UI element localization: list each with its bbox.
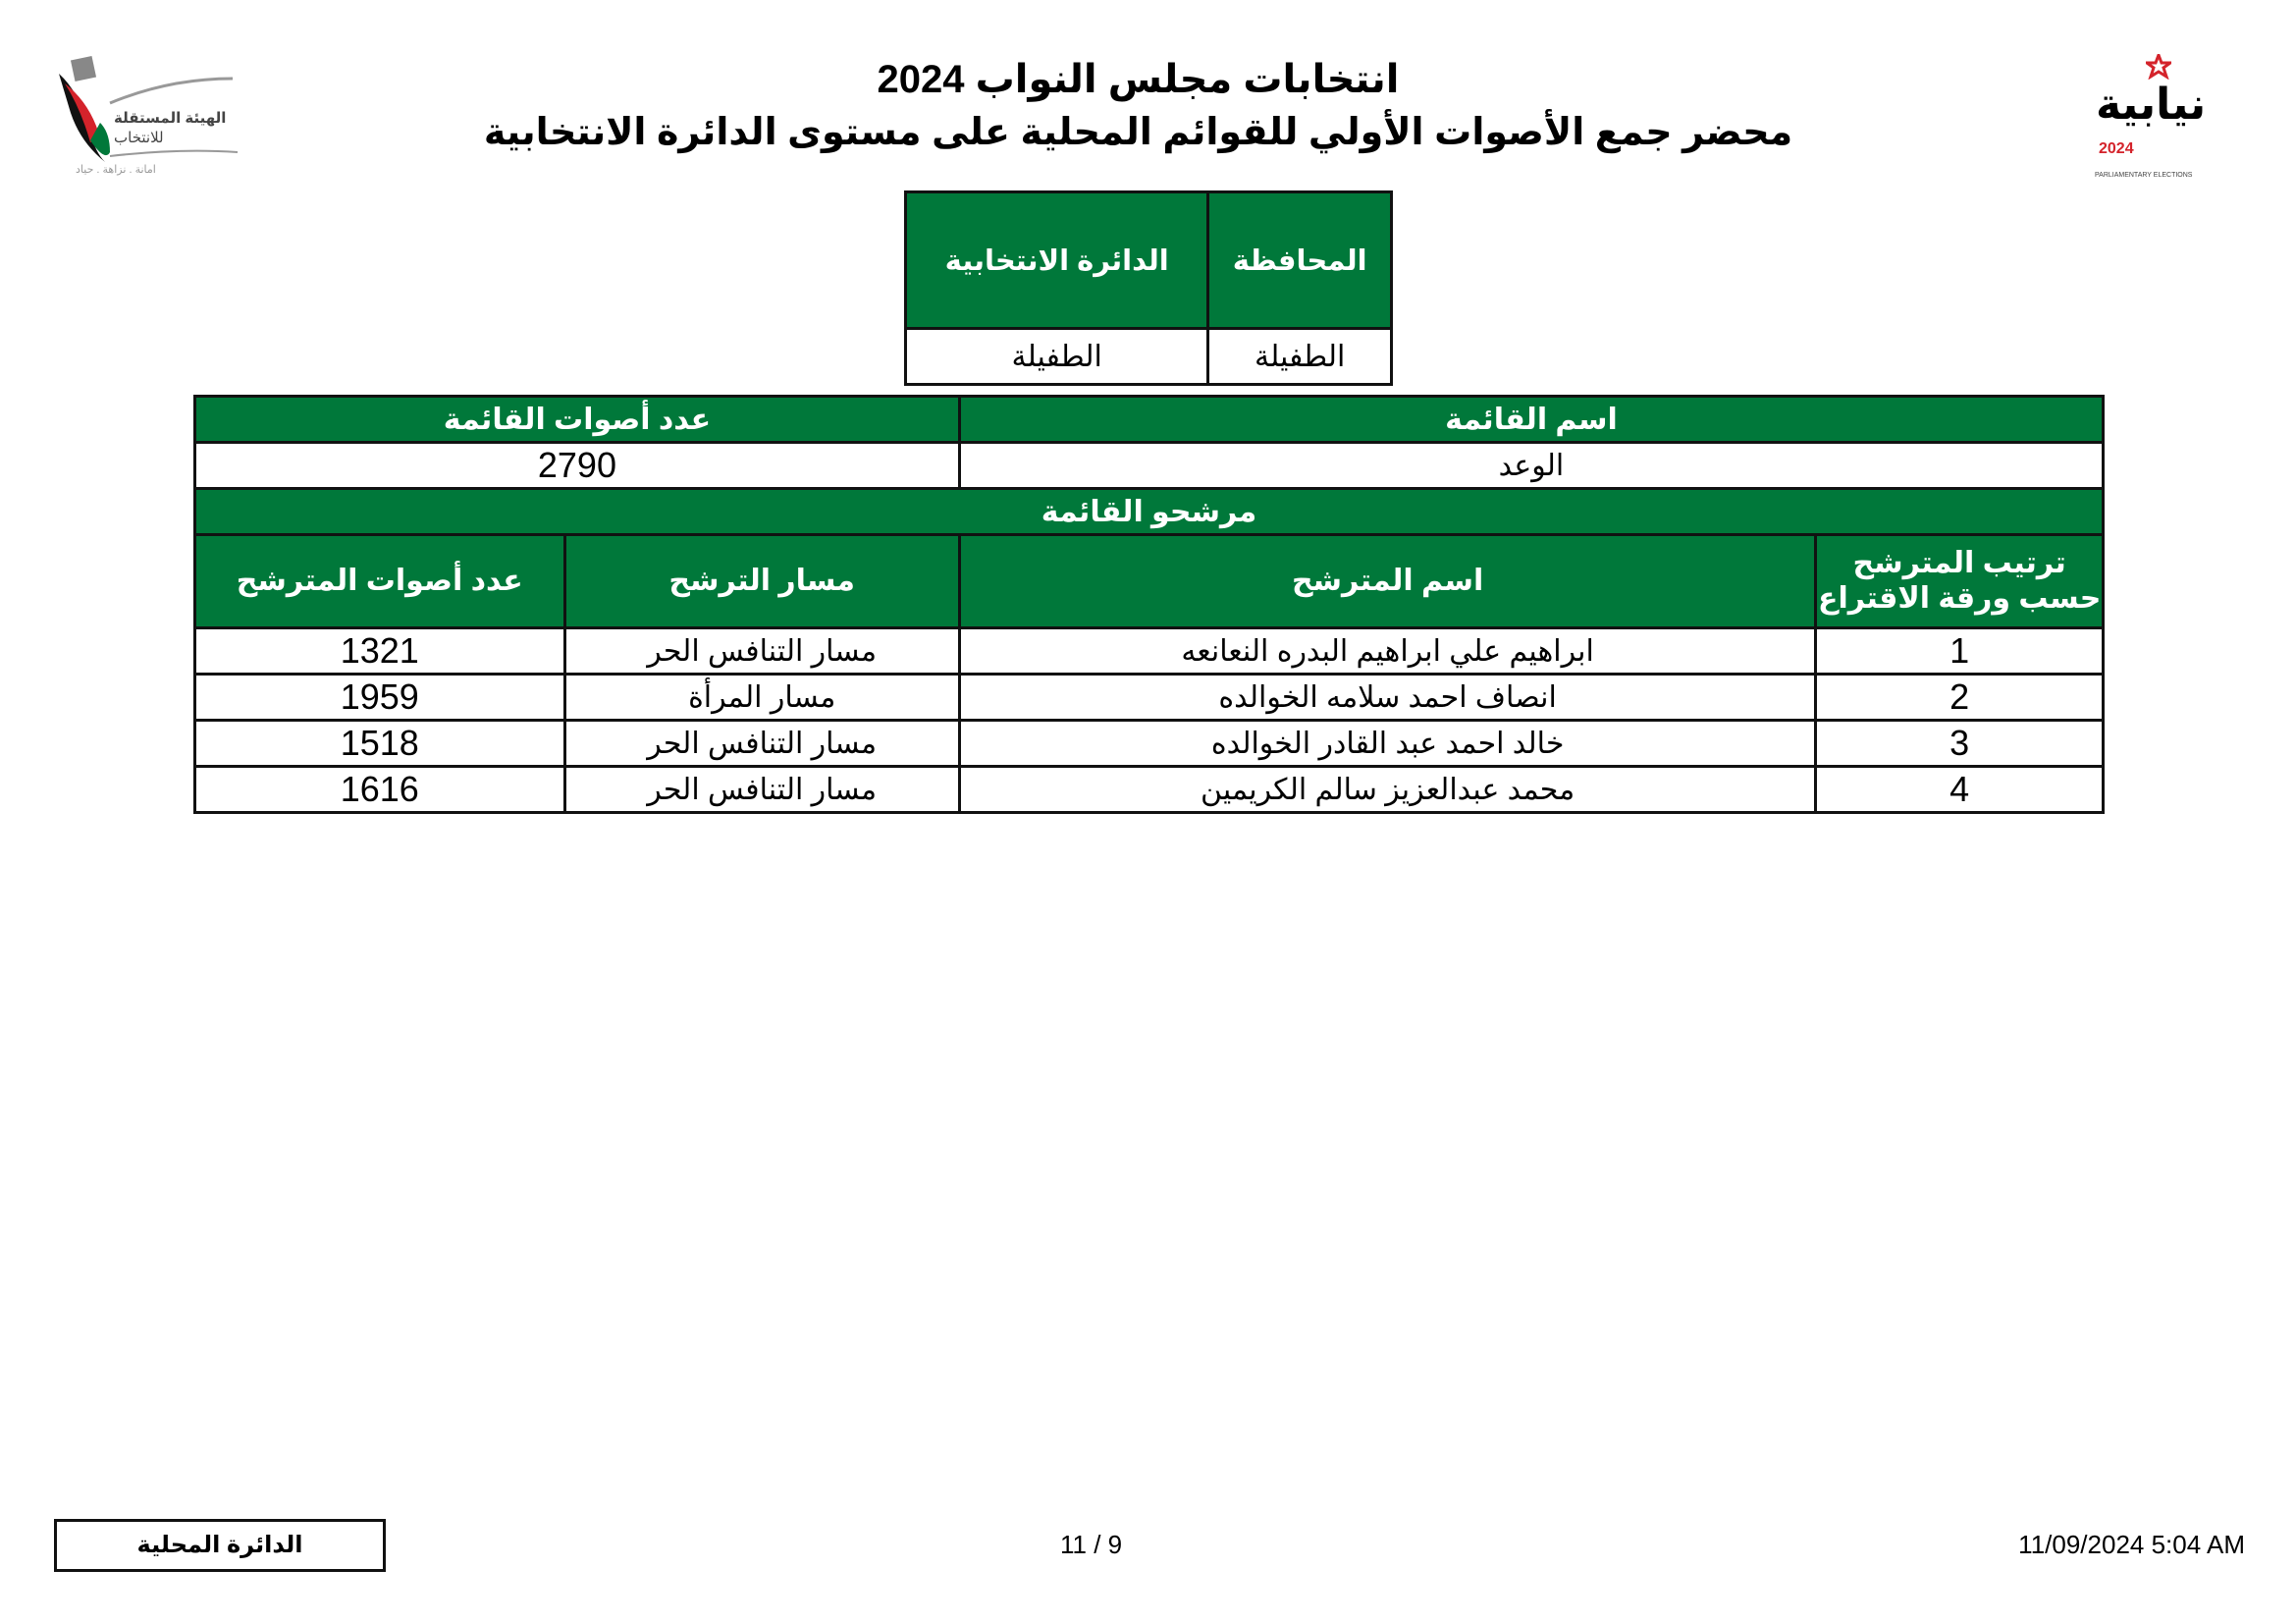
iec-logo-text: الهيئة المستقلة — [114, 110, 227, 127]
candidate-votes: 1518 — [193, 719, 566, 768]
candidate-path: مسار التنافس الحر — [562, 765, 961, 814]
table-row: 1 ابراهيم علي ابراهيم البدره النعانعه مس… — [193, 626, 2105, 676]
candidate-name: انصاف احمد سلامه الخوالده — [957, 673, 1818, 722]
logo-year: 2024 — [2099, 140, 2134, 157]
page-title: انتخابات مجلس النواب 2024 — [877, 58, 1400, 101]
candidate-rank: 2 — [1814, 673, 2105, 722]
table-row: 4 محمد عبدالعزيز سالم الكريمين مسار التن… — [193, 765, 2105, 814]
candidate-votes: 1616 — [193, 765, 566, 814]
district-value: الطفيلة — [903, 327, 1210, 386]
candidate-name: ابراهيم علي ابراهيم البدره النعانعه — [957, 626, 1818, 676]
list-results-table: اسم القائمة عدد أصوات القائمة الوعد 2790… — [193, 395, 2106, 814]
candidate-name: محمد عبدالعزيز سالم الكريمين — [957, 765, 1818, 814]
list-name-value: الوعد — [957, 441, 2106, 490]
path-column-header: مسار الترشح — [562, 533, 961, 629]
candidate-rank: 4 — [1814, 765, 2105, 814]
candidate-path: مسار التنافس الحر — [562, 719, 961, 768]
candidate-path: مسار التنافس الحر — [562, 626, 961, 676]
candidate-path: مسار المرأة — [562, 673, 961, 722]
iec-logo: الهيئة المستقلة للانتخاب امانة . نزاهة .… — [51, 54, 247, 187]
candidate-votes: 1959 — [193, 673, 566, 722]
print-datetime: 11/09/2024 5:04 AM — [2018, 1530, 2245, 1559]
logo-caption: PARLIAMENTARY ELECTIONS — [2095, 172, 2193, 179]
votes-column-header: عدد أصوات المترشح — [193, 533, 566, 629]
governorate-header: المحافظة — [1206, 190, 1393, 330]
page-subtitle: محضر جمع الأصوات الأولي للقوائم المحلية … — [483, 112, 1793, 153]
candidates-header: مرشحو القائمة — [193, 487, 2105, 536]
candidate-name: خالد احمد عبد القادر الخوالده — [957, 719, 1818, 768]
elections-2024-logo: نيابية 2024 PARLIAMENTARY ELECTIONS — [2091, 54, 2218, 187]
governorate-value: الطفيلة — [1206, 327, 1393, 386]
watermark — [436, 985, 920, 1372]
candidate-rank: 3 — [1814, 719, 2105, 768]
table-row: 2 انصاف احمد سلامه الخوالده مسار المرأة … — [193, 673, 2105, 722]
list-name-header: اسم القائمة — [957, 395, 2106, 444]
iec-logo-tagline: امانة . نزاهة . حياد — [76, 164, 156, 176]
page-number: 11 / 9 — [1060, 1530, 1123, 1559]
list-votes-value: 2790 — [193, 441, 961, 490]
rank-column-header: ترتيب المترشح حسب ورقة الاقتراع — [1814, 533, 2105, 629]
candidate-votes: 1321 — [193, 626, 566, 676]
iec-logo-text-2: للانتخاب — [114, 130, 164, 146]
candidate-rank: 1 — [1814, 626, 2105, 676]
location-table: المحافظة الدائرة الانتخابية الطفيلة الطف… — [903, 190, 1393, 386]
star-icon — [2146, 54, 2171, 80]
list-votes-header: عدد أصوات القائمة — [193, 395, 961, 444]
watermark — [1633, 985, 2117, 1372]
logo-word: نيابية — [2096, 81, 2207, 129]
table-row: 3 خالد احمد عبد القادر الخوالده مسار الت… — [193, 719, 2105, 768]
footer-district-label: الدائرة المحلية — [54, 1519, 386, 1572]
name-column-header: اسم المترشح — [957, 533, 1818, 629]
district-header: الدائرة الانتخابية — [903, 190, 1210, 330]
